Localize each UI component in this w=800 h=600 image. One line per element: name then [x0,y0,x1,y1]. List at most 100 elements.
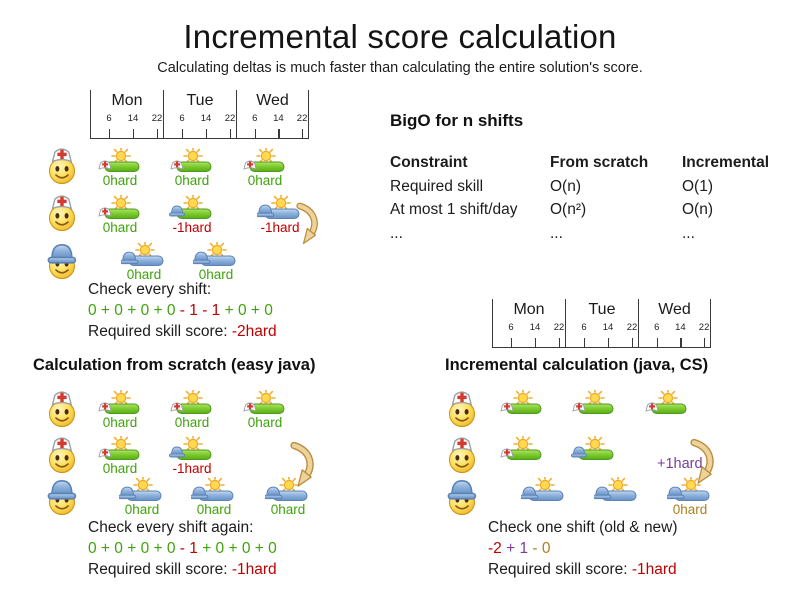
bigo-title: BigO for n shifts [390,111,524,130]
bigo-header-constraint: Constraint [390,154,468,171]
shift-score-label: 0hard [102,220,138,235]
nurse-face-icon [444,435,480,475]
shift-assignment: 0hard [239,390,291,429]
day-label: Wed [658,301,691,318]
shift-score-label: 0hard [124,502,160,517]
hour-tick [607,338,610,347]
bigo-cell: O(1) [682,177,713,195]
hour-label: 6 [581,322,587,333]
shift-icon-nurse-green [571,390,617,422]
timeline-day-wed: Wed 6 14 22 [236,90,309,138]
hour-tick [559,338,561,347]
hour-tick [534,338,537,347]
calc-scratch: Check every shift again: 0 + 0 + 0 + 0 -… [88,517,277,580]
hour-label: 6 [654,322,660,333]
shift-score-label: 0hard [174,173,210,188]
hour-tick [205,129,208,138]
builder-face-icon [44,476,80,516]
bigo-cell: ... [390,224,403,242]
sum-segment: - 1 [179,540,198,557]
day-label: Tue [186,92,214,109]
shift-score-label: 0hard [126,267,162,282]
shift-assignment [496,390,548,422]
shift-assignment: 0hard [166,390,218,429]
hour-tick [656,338,659,347]
bigo-section: BigO for n shifts Constraint From scratc… [390,111,794,245]
heading-incremental: Incremental calculation (java, CS) [445,356,709,374]
hour-tick [632,338,634,347]
shift-assignment [641,390,693,422]
hour-label: 6 [106,113,112,124]
shift-assignment: 0hard [94,436,146,475]
timeline-day-mon: Mon 6 14 22 [90,90,163,138]
hour-tick [680,338,682,347]
shift-assignment [591,477,643,509]
hour-tick [254,129,257,138]
shift-assignment [496,436,548,468]
delta-score-label: +1hard [657,456,703,472]
score-prefix: Required skill score: [488,561,632,578]
bigo-table: Constraint From scratch Incremental Requ… [390,151,794,245]
hour-label: 14 [675,322,686,333]
score-value: -1hard [231,561,277,578]
shift-icon-nurse-green [644,390,690,422]
score-value: -2hard [231,323,277,340]
shift-assignment [568,390,620,422]
shift-assignment: 0hard [239,148,291,187]
calc-intro: Check one shift (old & new) [488,519,678,536]
hour-tick [182,129,184,138]
day-label: Mon [513,301,545,318]
hour-label: 14 [273,113,284,124]
shift-assignment: 0hard [94,390,146,429]
shift-assignment: -1hard [166,436,218,475]
shift-icon-builder-blue [521,477,567,509]
hour-label: 14 [529,322,541,333]
shift-assignment: 0hard [262,477,314,516]
shift-assignment: 0hard [116,477,168,516]
shift-score-label: 0hard [102,415,138,430]
builder-face-icon [444,476,480,516]
sum-segment: 0 + 0 + 0 + 0 [88,302,180,319]
hour-tick [230,129,232,138]
bigo-cell: O(n) [682,201,713,218]
hour-label: 6 [508,322,514,333]
timeline-day-wed: Wed 6 14 22 [638,299,711,347]
shift-score-label: -1hard [260,220,300,235]
hour-label: 22 [224,113,236,124]
timeline-day-mon: Mon 6 14 22 [492,299,565,347]
nurse-face-icon [444,389,480,429]
shift-score-label: 0hard [102,461,138,476]
sum-segment: 0 + 0 + 0 + 0 [88,540,180,557]
hour-tick [278,129,280,138]
shift-assignment [568,436,620,468]
bigo-cell: O(n) [550,177,581,195]
shift-assignment: 0hard [190,242,242,281]
calc-sum: -2 + 1 - 0 [488,538,678,559]
shift-icon-nurse-green [499,436,545,468]
hour-tick [584,338,586,347]
calc-intro: Check every shift again: [88,519,254,536]
hour-tick [109,129,111,138]
shift-assignment: 0hard [166,148,218,187]
timeline-day-tue: Tue 6 14 22 [565,299,638,347]
timeline-day-tue: Tue 6 14 22 [163,90,236,138]
bigo-header-from-scratch: From scratch [550,154,649,171]
shift-assignment: -1hard [166,195,218,234]
sum-segment: + 1 [501,540,529,557]
shift-icon-builder-green [571,436,617,468]
hour-label: 22 [151,113,163,124]
shift-score-label: 0hard [672,502,708,517]
shift-score-label: -1hard [172,461,212,476]
shift-icon-builder-blue [594,477,640,509]
hour-label: 6 [252,113,258,124]
score-prefix: Required skill score: [88,323,232,340]
hour-label: 14 [200,113,212,124]
score-value: -1hard [631,561,677,578]
sum-segment: - 0 [528,540,551,557]
shift-assignment: 0hard [664,477,716,516]
bigo-cell: Required skill [390,177,484,195]
nurse-face-icon [44,435,80,475]
shift-assignment: 0hard [118,242,170,281]
hour-tick [157,129,159,138]
